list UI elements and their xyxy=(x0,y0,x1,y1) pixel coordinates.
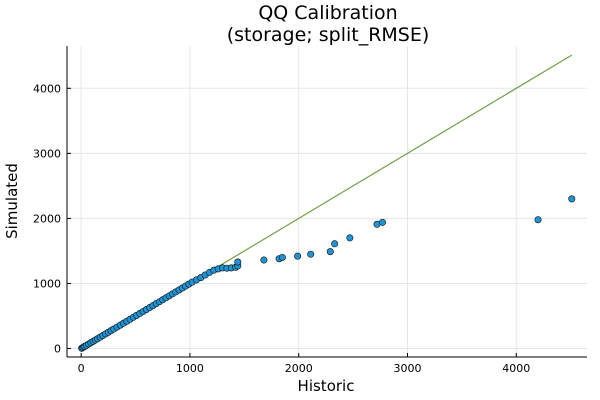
x-tick-label: 2000 xyxy=(285,362,313,375)
data-point xyxy=(331,240,339,248)
x-tick-label: 0 xyxy=(78,362,85,375)
data-points xyxy=(78,195,576,352)
y-tick-label: 4000 xyxy=(33,82,61,95)
data-point xyxy=(326,248,334,256)
grid-lines xyxy=(67,46,587,357)
x-tick-label: 1000 xyxy=(176,362,204,375)
chart-title-line-2: (storage; split_RMSE) xyxy=(227,24,430,46)
y-tick-label: 1000 xyxy=(33,277,61,290)
y-tick-label: 0 xyxy=(54,343,61,356)
x-tick-label: 3000 xyxy=(394,362,422,375)
y-axis-label: Simulated xyxy=(3,163,21,239)
data-point xyxy=(534,216,542,224)
data-point xyxy=(378,218,386,226)
data-point xyxy=(307,250,315,258)
x-axis-label: Historic xyxy=(298,377,355,395)
y-tick-label: 2000 xyxy=(33,212,61,225)
data-point xyxy=(260,256,268,264)
chart-title-line-1: QQ Calibration xyxy=(258,2,397,24)
data-point xyxy=(278,253,286,261)
x-tick-labels: 0 1000 2000 3000 4000 xyxy=(78,362,531,375)
data-point xyxy=(568,195,576,203)
y-tick-label: 3000 xyxy=(33,147,61,160)
data-point xyxy=(234,258,242,266)
x-tick-label: 4000 xyxy=(502,362,530,375)
axes xyxy=(66,46,587,358)
data-point xyxy=(294,252,302,260)
y-tick-labels: 0 1000 2000 3000 4000 xyxy=(33,82,61,355)
data-point xyxy=(346,234,354,242)
